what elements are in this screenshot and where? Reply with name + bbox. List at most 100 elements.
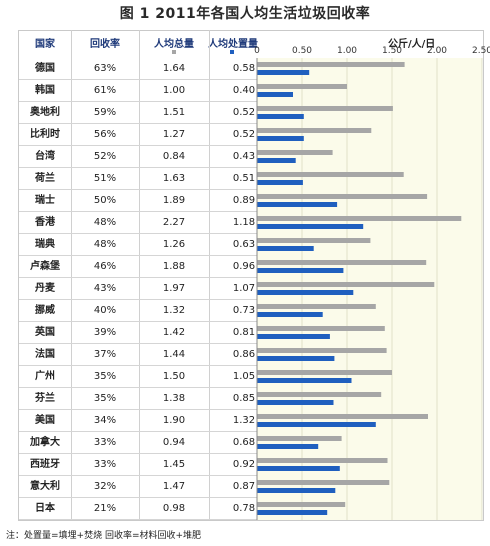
total-value: 1.27 <box>162 129 186 140</box>
country-name: 瑞典 <box>35 239 55 250</box>
recovery-rate: 46% <box>93 261 117 272</box>
country-name: 比利时 <box>30 129 60 140</box>
table-row: 荷兰 51% 1.63 0.51 <box>19 168 483 190</box>
column-divider <box>139 30 140 520</box>
country-name: 意大利 <box>30 481 60 492</box>
recovery-rate: 48% <box>93 217 117 228</box>
country-name: 瑞士 <box>35 195 55 206</box>
x-tick-label: 1.00 <box>336 46 358 56</box>
column-divider <box>209 30 210 520</box>
bar-processed <box>257 136 304 141</box>
table-row: 日本 21% 0.98 0.78 <box>19 498 483 520</box>
bar-processed <box>257 180 303 185</box>
total-value: 1.44 <box>162 349 186 360</box>
bar-processed <box>257 466 340 471</box>
bar-total <box>257 216 462 221</box>
processed-value: 0.78 <box>232 503 256 514</box>
row-divider <box>19 409 257 410</box>
country-name: 香港 <box>35 217 55 228</box>
table-row: 奥地利 59% 1.51 0.52 <box>19 102 483 124</box>
total-value: 1.51 <box>162 107 186 118</box>
bar-processed <box>257 488 336 493</box>
bar-processed <box>257 70 310 75</box>
bar-total <box>257 392 382 397</box>
row-divider <box>19 277 257 278</box>
bar-processed <box>257 246 314 251</box>
processed-value: 0.73 <box>232 305 256 316</box>
recovery-rate: 33% <box>93 437 117 448</box>
row-divider <box>19 189 257 190</box>
country-name: 奥地利 <box>30 107 60 118</box>
total-value: 1.47 <box>162 481 186 492</box>
processed-value: 0.52 <box>232 107 256 118</box>
header-total: 人均总量 <box>154 39 194 50</box>
bar-processed <box>257 400 334 405</box>
table-row: 广州 35% 1.50 1.05 <box>19 366 483 388</box>
row-divider <box>19 255 257 256</box>
row-divider <box>19 387 257 388</box>
country-name: 挪威 <box>35 305 55 316</box>
table-row: 英国 39% 1.42 0.81 <box>19 322 483 344</box>
row-divider <box>19 123 257 124</box>
table-row: 瑞士 50% 1.89 0.89 <box>19 190 483 212</box>
row-divider <box>19 497 257 498</box>
total-value: 1.42 <box>162 327 186 338</box>
row-divider <box>19 101 257 102</box>
total-value: 1.97 <box>162 283 186 294</box>
bar-processed <box>257 92 293 97</box>
x-tick-label: 2.50 <box>471 46 490 56</box>
country-name: 台湾 <box>35 151 55 162</box>
bar-total <box>257 150 333 155</box>
country-name: 韩国 <box>35 85 55 96</box>
bar-total <box>257 62 405 67</box>
total-value: 0.84 <box>162 151 186 162</box>
table-row: 香港 48% 2.27 1.18 <box>19 212 483 234</box>
total-value: 0.94 <box>162 437 186 448</box>
recovery-rate: 51% <box>93 173 117 184</box>
data-table: 德国 63% 1.64 0.58 韩国 61% 1.00 0.40 奥地利 59% 1.51 0.52… <box>19 58 483 520</box>
total-value: 1.89 <box>162 195 186 206</box>
processed-value: 0.89 <box>232 195 256 206</box>
recovery-rate: 61% <box>93 85 117 96</box>
bar-total <box>257 370 392 375</box>
legend-total-swatch <box>172 50 176 54</box>
chart-title: 图 1 2011年各国人均生活垃圾回收率 <box>119 6 371 22</box>
recovery-rate: 56% <box>93 129 117 140</box>
bar-total <box>257 238 371 243</box>
bar-processed <box>257 334 330 339</box>
processed-value: 0.92 <box>232 459 256 470</box>
recovery-rate: 50% <box>93 195 117 206</box>
table-row: 德国 63% 1.64 0.58 <box>19 58 483 80</box>
country-name: 法国 <box>35 349 55 360</box>
recovery-rate: 63% <box>93 63 117 74</box>
header-country: 国家 <box>35 39 55 50</box>
bar-total <box>257 436 342 441</box>
x-tick-label: 0 <box>254 46 260 56</box>
bar-total <box>257 458 388 463</box>
table-row: 意大利 32% 1.47 0.87 <box>19 476 483 498</box>
country-name: 卢森堡 <box>30 261 60 272</box>
x-tick-label: 0.50 <box>291 46 313 56</box>
bar-total <box>257 260 427 265</box>
row-divider <box>19 79 257 80</box>
recovery-rate: 40% <box>93 305 117 316</box>
row-divider <box>19 475 257 476</box>
table-row: 加拿大 33% 0.94 0.68 <box>19 432 483 454</box>
processed-value: 0.81 <box>232 327 256 338</box>
bar-total <box>257 106 393 111</box>
total-value: 0.98 <box>162 503 186 514</box>
table-row: 西班牙 33% 1.45 0.92 <box>19 454 483 476</box>
country-name: 英国 <box>35 327 55 338</box>
table-row: 比利时 56% 1.27 0.52 <box>19 124 483 146</box>
bar-processed <box>257 356 335 361</box>
total-value: 1.00 <box>162 85 186 96</box>
row-divider <box>19 365 257 366</box>
recovery-rate: 35% <box>93 371 117 382</box>
table-row: 台湾 52% 0.84 0.43 <box>19 146 483 168</box>
recovery-rate: 52% <box>93 151 117 162</box>
country-name: 德国 <box>35 63 55 74</box>
recovery-rate: 34% <box>93 415 117 426</box>
processed-value: 0.68 <box>232 437 256 448</box>
bar-processed <box>257 290 354 295</box>
recovery-rate: 35% <box>93 393 117 404</box>
